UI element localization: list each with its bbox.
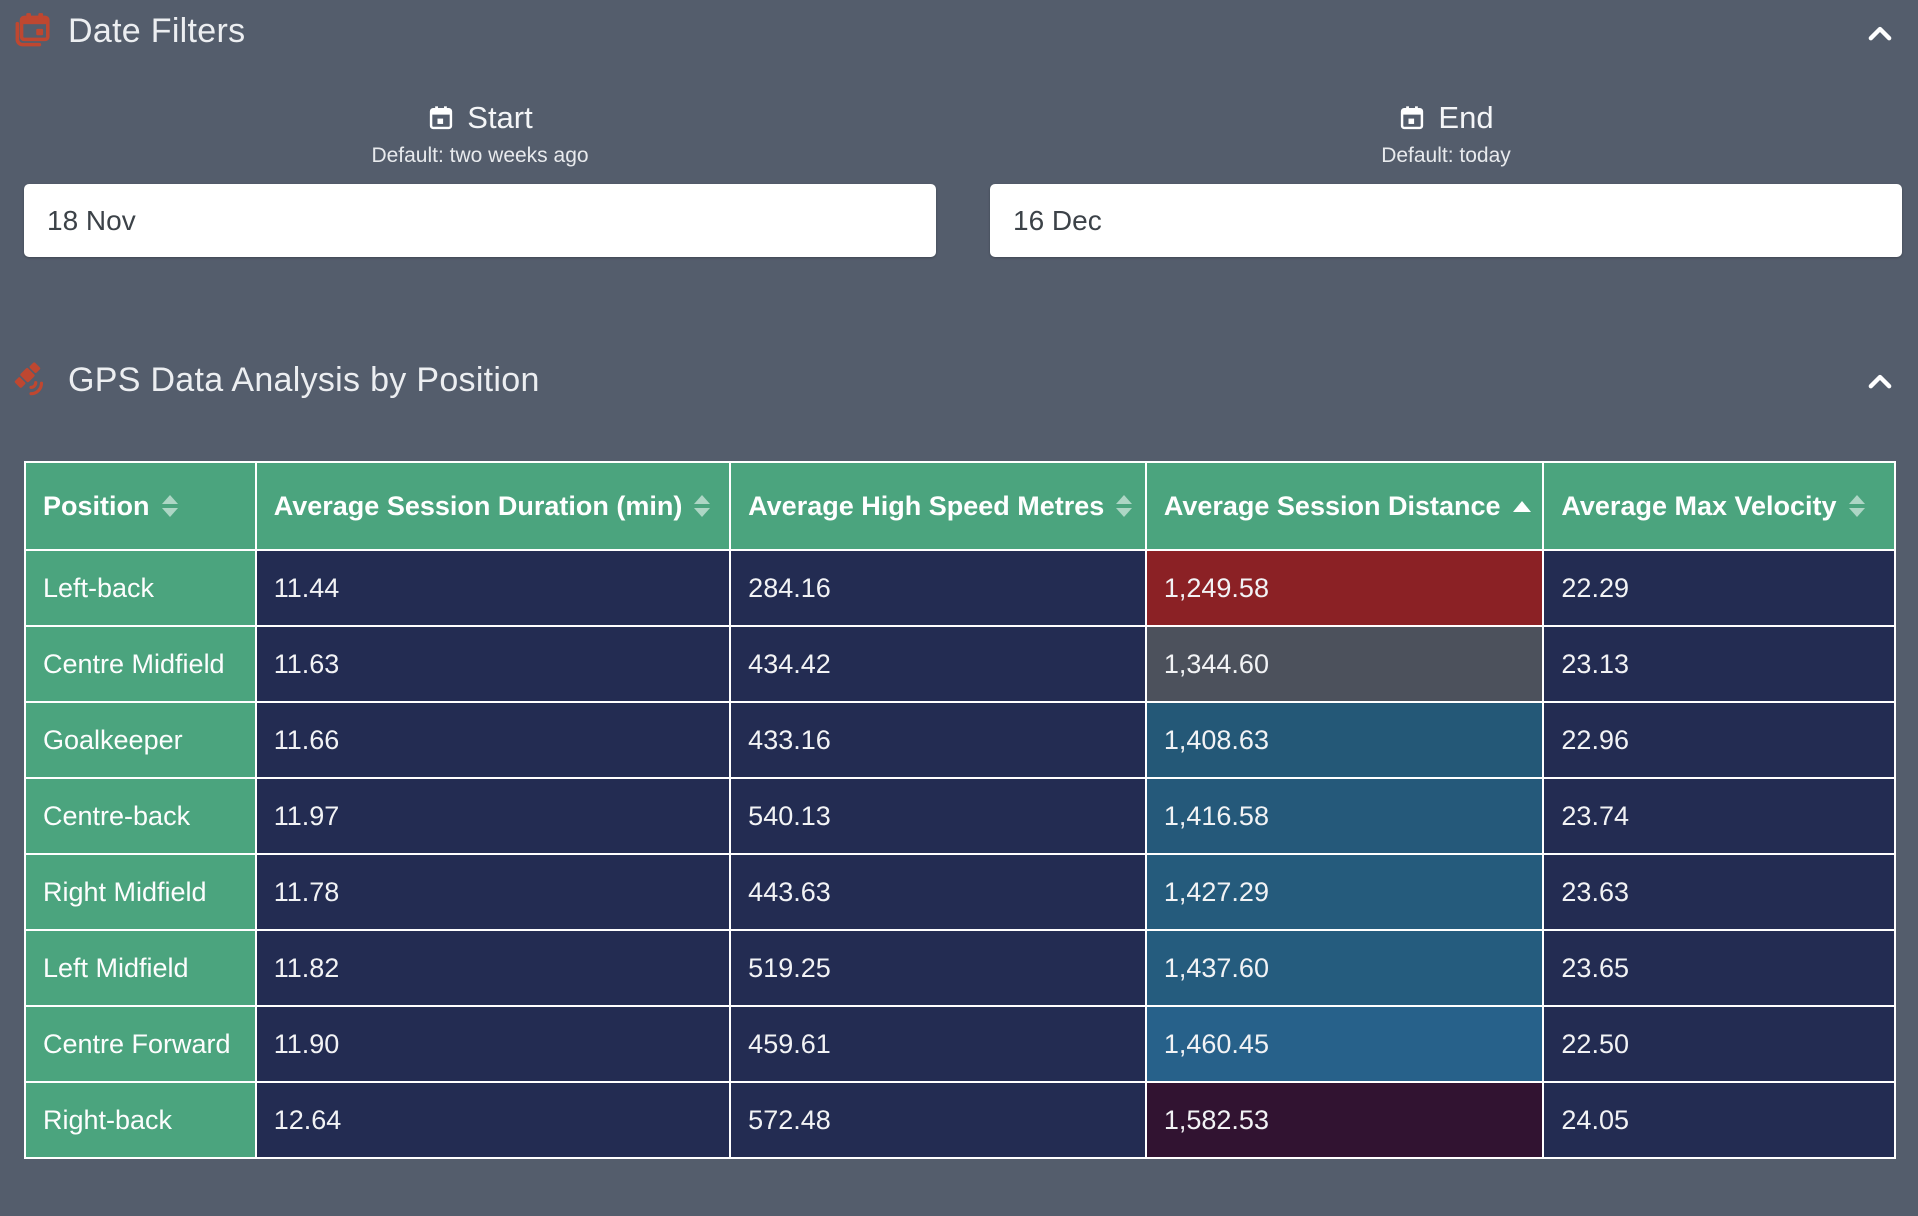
end-label: End xyxy=(1438,100,1493,136)
velocity-cell: 22.29 xyxy=(1543,550,1895,626)
table-row: Left-back11.44284.161,249.5822.29 xyxy=(25,550,1895,626)
table-row: Centre-back11.97540.131,416.5823.74 xyxy=(25,778,1895,854)
column-header-average-max-velocity[interactable]: Average Max Velocity xyxy=(1543,462,1895,550)
velocity-cell: 22.50 xyxy=(1543,1006,1895,1082)
duration-cell: 11.90 xyxy=(256,1006,730,1082)
column-label: Average Session Distance xyxy=(1164,491,1501,522)
position-cell: Left Midfield xyxy=(25,930,256,1006)
high-speed-cell: 433.16 xyxy=(730,702,1146,778)
sort-both-icon xyxy=(1116,495,1132,517)
table-row: Right-back12.64572.481,582.5324.05 xyxy=(25,1082,1895,1158)
position-cell: Left-back xyxy=(25,550,256,626)
position-cell: Goalkeeper xyxy=(25,702,256,778)
velocity-cell: 23.13 xyxy=(1543,626,1895,702)
end-date-group: End Default: today xyxy=(990,100,1902,257)
velocity-cell: 23.65 xyxy=(1543,930,1895,1006)
duration-cell: 11.97 xyxy=(256,778,730,854)
table-row: Centre Forward11.90459.611,460.4522.50 xyxy=(25,1006,1895,1082)
table-row: Centre Midfield11.63434.421,344.6023.13 xyxy=(25,626,1895,702)
distance-cell: 1,408.63 xyxy=(1146,702,1544,778)
calendar-icon xyxy=(427,104,455,132)
column-header-average-high-speed-metres[interactable]: Average High Speed Metres xyxy=(730,462,1146,550)
end-date-input[interactable] xyxy=(990,184,1902,257)
sort-both-icon xyxy=(162,495,178,517)
velocity-cell: 23.63 xyxy=(1543,854,1895,930)
column-header-position[interactable]: Position xyxy=(25,462,256,550)
date-filters-title: Date Filters xyxy=(68,12,245,51)
chevron-up-icon xyxy=(1860,362,1900,402)
date-filters-section-header: Date Filters xyxy=(0,0,1918,52)
column-header-average-session-distance[interactable]: Average Session Distance xyxy=(1146,462,1544,550)
velocity-cell: 24.05 xyxy=(1543,1082,1895,1158)
table-row: Goalkeeper11.66433.161,408.6322.96 xyxy=(25,702,1895,778)
distance-cell: 1,460.45 xyxy=(1146,1006,1544,1082)
velocity-cell: 23.74 xyxy=(1543,778,1895,854)
high-speed-cell: 434.42 xyxy=(730,626,1146,702)
date-filters-collapse-button[interactable] xyxy=(1860,14,1900,54)
gps-section-title: GPS Data Analysis by Position xyxy=(68,361,540,400)
start-date-group: Start Default: two weeks ago xyxy=(24,100,936,257)
distance-cell: 1,437.60 xyxy=(1146,930,1544,1006)
position-cell: Right Midfield xyxy=(25,854,256,930)
gps-table-header: Position Average Session Duration (min) Av… xyxy=(25,462,1895,550)
calendar-icon xyxy=(1398,104,1426,132)
gps-section-header: GPS Data Analysis by Position xyxy=(0,359,1918,401)
gps-position-table: Position Average Session Duration (min) Av… xyxy=(24,461,1896,1159)
duration-cell: 11.82 xyxy=(256,930,730,1006)
start-hint: Default: two weeks ago xyxy=(24,144,936,168)
column-header-average-session-duration-min-[interactable]: Average Session Duration (min) xyxy=(256,462,730,550)
end-label-row: End xyxy=(990,100,1902,136)
distance-cell: 1,427.29 xyxy=(1146,854,1544,930)
table-row: Right Midfield11.78443.631,427.2923.63 xyxy=(25,854,1895,930)
start-label-row: Start xyxy=(24,100,936,136)
high-speed-cell: 540.13 xyxy=(730,778,1146,854)
start-label: Start xyxy=(467,100,532,136)
start-date-input[interactable] xyxy=(24,184,936,257)
position-cell: Right-back xyxy=(25,1082,256,1158)
column-label: Average Max Velocity xyxy=(1561,491,1836,522)
position-cell: Centre-back xyxy=(25,778,256,854)
date-filters-body: Start Default: two weeks ago End Default… xyxy=(0,100,1918,257)
chevron-up-icon xyxy=(1860,14,1900,54)
duration-cell: 11.44 xyxy=(256,550,730,626)
column-label: Average High Speed Metres xyxy=(748,491,1104,522)
position-cell: Centre Midfield xyxy=(25,626,256,702)
sort-both-icon xyxy=(1849,495,1865,517)
distance-cell: 1,582.53 xyxy=(1146,1082,1544,1158)
duration-cell: 11.63 xyxy=(256,626,730,702)
high-speed-cell: 443.63 xyxy=(730,854,1146,930)
duration-cell: 11.78 xyxy=(256,854,730,930)
distance-cell: 1,344.60 xyxy=(1146,626,1544,702)
sort-asc-icon xyxy=(1513,501,1531,512)
calendar-stack-icon xyxy=(10,10,52,52)
high-speed-cell: 459.61 xyxy=(730,1006,1146,1082)
position-cell: Centre Forward xyxy=(25,1006,256,1082)
sort-both-icon xyxy=(694,495,710,517)
column-label: Position xyxy=(43,491,150,522)
distance-cell: 1,416.58 xyxy=(1146,778,1544,854)
distance-cell: 1,249.58 xyxy=(1146,550,1544,626)
high-speed-cell: 519.25 xyxy=(730,930,1146,1006)
gps-section-collapse-button[interactable] xyxy=(1860,362,1900,402)
high-speed-cell: 572.48 xyxy=(730,1082,1146,1158)
end-hint: Default: today xyxy=(990,144,1902,168)
satellite-icon xyxy=(10,359,52,401)
duration-cell: 12.64 xyxy=(256,1082,730,1158)
high-speed-cell: 284.16 xyxy=(730,550,1146,626)
duration-cell: 11.66 xyxy=(256,702,730,778)
table-row: Left Midfield11.82519.251,437.6023.65 xyxy=(25,930,1895,1006)
velocity-cell: 22.96 xyxy=(1543,702,1895,778)
column-label: Average Session Duration (min) xyxy=(274,491,683,522)
